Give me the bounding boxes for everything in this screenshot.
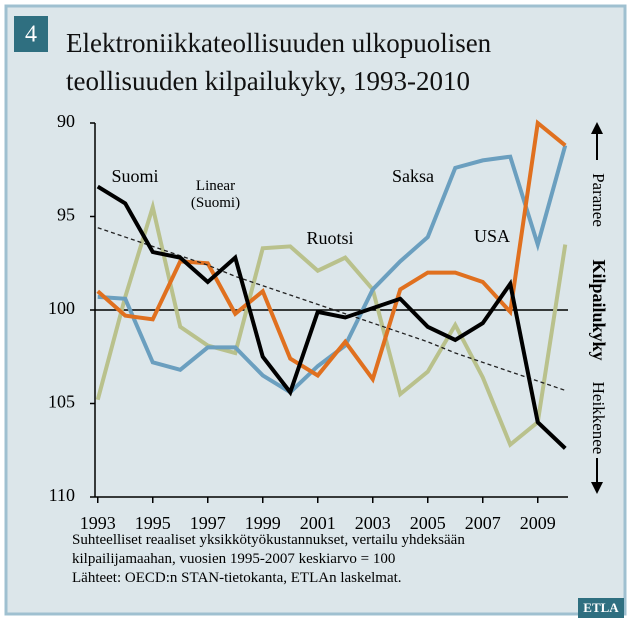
note: Lähteet: OECD:n STAN-tietokanta, ETLAn l… — [72, 570, 402, 586]
y-tick-label: 105 — [48, 392, 75, 412]
note: kilpailijamaahan, vuosien 1995-2007 kesk… — [72, 551, 395, 567]
series-label: Suomi — [111, 166, 159, 186]
x-tick-label: 2005 — [410, 513, 446, 533]
note: Suhteelliset reaaliset yksikkötyökustann… — [72, 532, 465, 548]
arrow-head — [591, 122, 603, 134]
series-label: Ruotsi — [306, 228, 354, 248]
x-tick-label: 2001 — [300, 513, 336, 533]
badge: 4 — [25, 22, 37, 48]
series-label: Linear (Suomi) — [190, 178, 241, 211]
x-tick-label: 1993 — [80, 513, 116, 533]
y-tick-label: 90 — [57, 111, 75, 131]
logo: ETLA — [583, 600, 619, 615]
badge-bg — [14, 16, 48, 52]
side-label: Paranee Kilpailukyky Heikkenee — [589, 122, 609, 494]
arrow-head — [591, 482, 603, 494]
side-top: Paranee — [589, 173, 608, 227]
side-bottom: Heikkenee — [589, 382, 608, 455]
chart-title: Elektroniikkateollisuuden ulkopuolisen — [66, 28, 492, 58]
y-tick-label: 95 — [57, 205, 75, 225]
x-tick-label: 2009 — [520, 513, 556, 533]
series-label: Saksa — [392, 166, 434, 186]
series-line — [96, 119, 567, 384]
series-line — [95, 199, 568, 448]
y-tick-label: 100 — [48, 298, 75, 318]
x-tick-label: 1999 — [245, 513, 281, 533]
chart-title: teollisuuden kilpailukyky, 1993-2010 — [66, 66, 470, 96]
series-line — [96, 184, 567, 450]
series-line — [97, 227, 566, 392]
side-middle: Kilpailukyky — [589, 259, 609, 360]
y-tick-label: 110 — [49, 485, 75, 505]
x-tick-label: 1997 — [190, 513, 226, 533]
x-tick-label: 2003 — [355, 513, 391, 533]
series-label: USA — [473, 226, 510, 246]
x-tick-label: 2007 — [465, 513, 501, 533]
x-tick-label: 1995 — [135, 513, 171, 533]
logo-bg — [578, 598, 624, 618]
